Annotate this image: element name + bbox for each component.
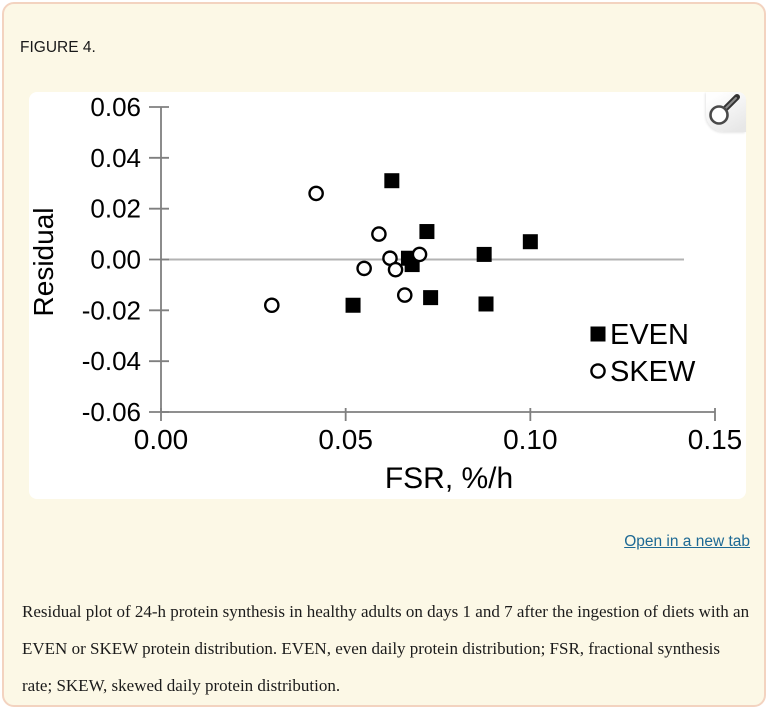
y-tick-label: 0.02	[90, 194, 141, 224]
data-point-skew	[387, 261, 404, 278]
x-tick-label: 0.15	[688, 424, 743, 455]
legend-marker-even	[590, 326, 606, 342]
data-point-even	[384, 173, 400, 189]
figure-caption: Residual plot of 24-h protein synthesis …	[22, 602, 750, 695]
data-point-even	[476, 246, 492, 262]
open-in-new-tab-link[interactable]: Open in a new tab	[624, 533, 750, 550]
legend-label-even: EVEN	[610, 319, 689, 351]
legend-marker-skew	[590, 363, 606, 379]
y-tick-label: 0.06	[90, 92, 141, 122]
y-tick-label: -0.04	[82, 346, 141, 376]
x-tick-label: 0.05	[318, 424, 373, 455]
magnifier-icon	[709, 94, 740, 125]
legend-label-skew: SKEW	[610, 356, 696, 388]
data-point-skew	[396, 287, 413, 303]
figure-title: FIGURE 4.	[20, 39, 96, 56]
y-tick-label: 0.04	[90, 143, 141, 173]
y-tick-label: -0.02	[82, 295, 141, 325]
data-point-even	[423, 290, 439, 306]
chart-panel: 0.06 0.04 0.02 0.00 -0.02 -0.04 -0.06 0.00 0.05 0…	[29, 92, 746, 499]
data-point-skew	[356, 260, 372, 277]
y-tick-label: 0.00	[90, 245, 141, 275]
data-point-skew	[411, 246, 428, 263]
data-point-even	[522, 234, 538, 250]
data-point-skew	[263, 297, 280, 314]
x-axis-title: FSR, %/h	[385, 462, 513, 495]
residual-scatter-chart: 0.060.040.020.00-0.02-0.04-0.060.00 0.05 0…	[29, 92, 743, 495]
y-axis-title: Residual	[29, 208, 59, 317]
data-point-even	[478, 296, 494, 312]
y-tick-label: -0.06	[82, 397, 141, 427]
data-point-even	[419, 224, 435, 240]
x-tick-label: 0.00	[134, 424, 189, 455]
data-point-skew	[308, 185, 324, 202]
data-point-skew	[371, 226, 387, 242]
x-tick-label: 0.10	[503, 424, 558, 455]
data-point-even	[345, 297, 361, 313]
zoom-figure-button[interactable]	[706, 92, 746, 132]
